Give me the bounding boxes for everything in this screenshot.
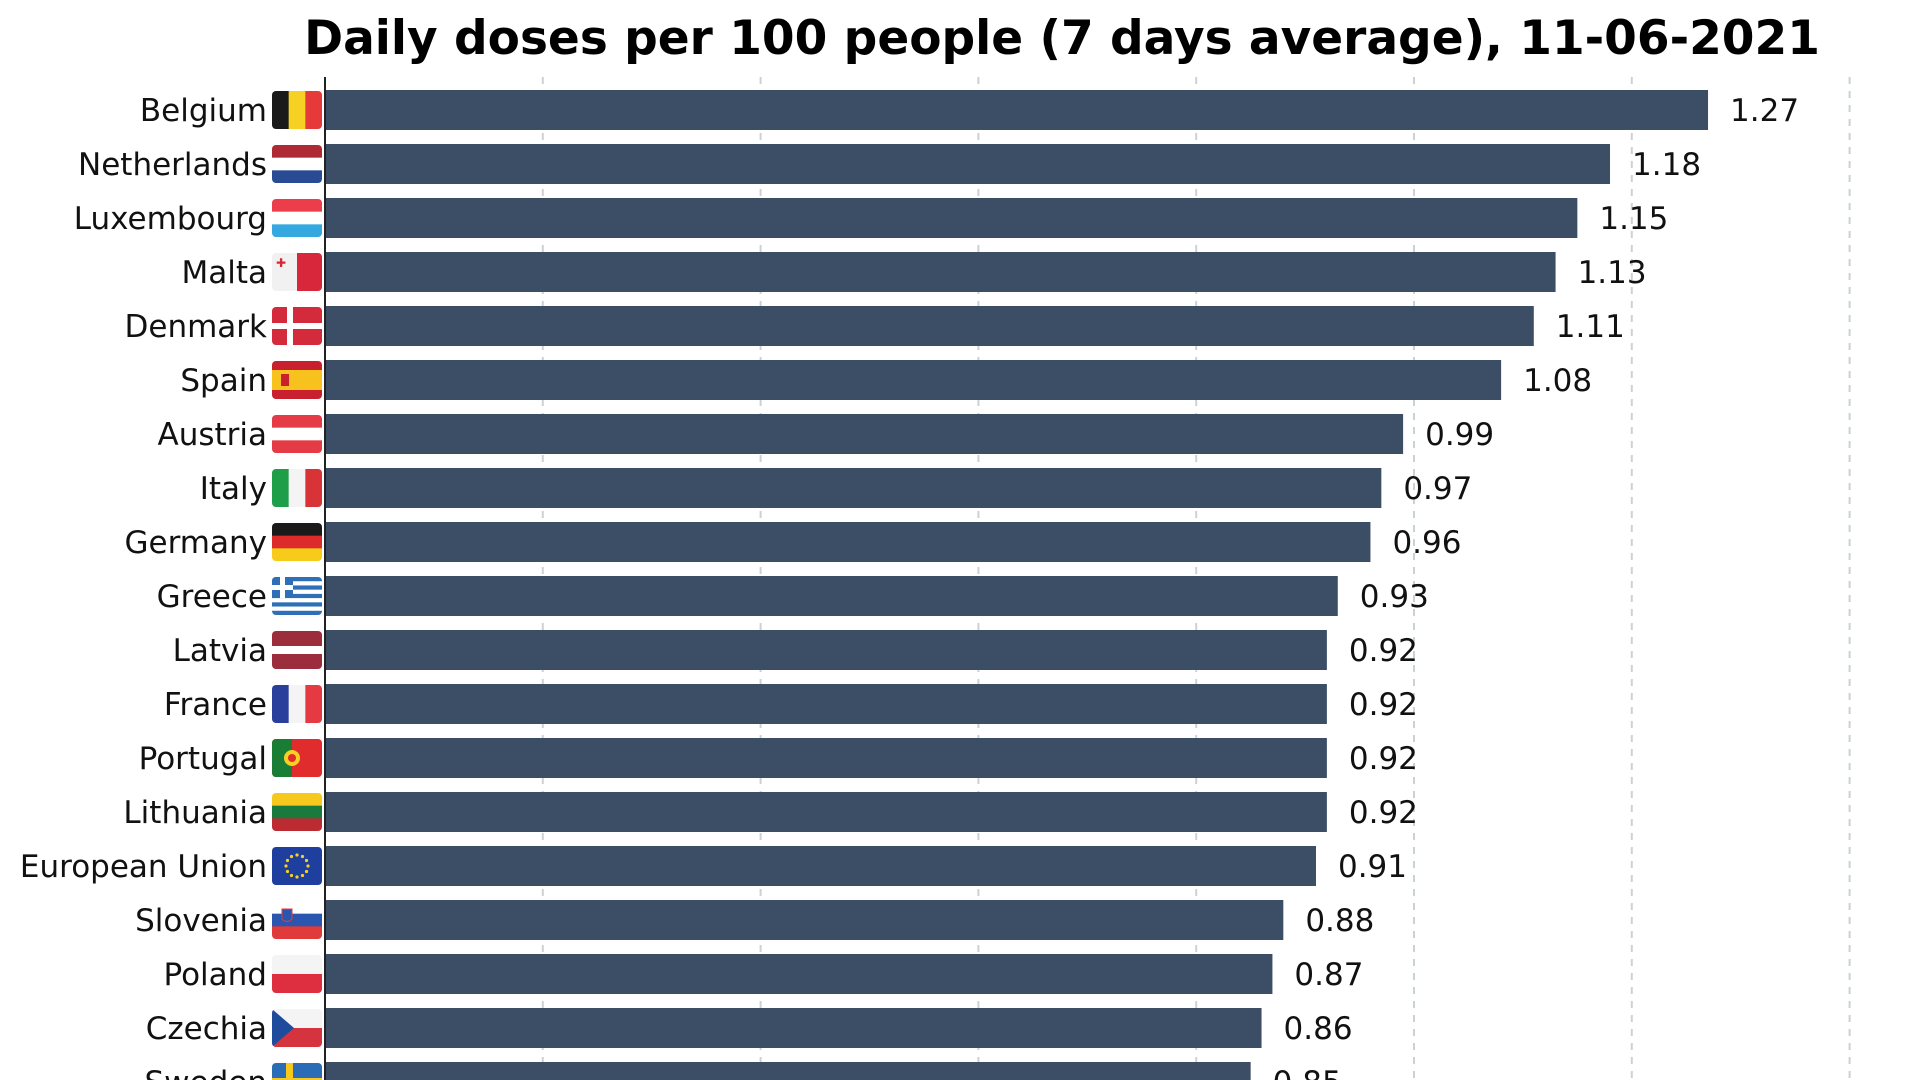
bar-denmark <box>325 306 1534 346</box>
bar-austria <box>325 414 1404 454</box>
flag-netherlands-icon <box>272 145 322 183</box>
flag-austria-icon <box>272 415 322 453</box>
category-label-european-union: European Union <box>20 849 267 885</box>
bar-france <box>325 684 1327 724</box>
bar-spain <box>325 360 1502 400</box>
value-label-poland: 0.87 <box>1294 957 1363 993</box>
value-label-sweden: 0.85 <box>1273 1065 1342 1080</box>
category-label-spain: Spain <box>180 363 267 399</box>
flag-italy-icon <box>272 469 322 507</box>
flag-germany-icon <box>272 523 322 561</box>
category-label-germany: Germany <box>125 525 267 561</box>
bar-netherlands <box>325 144 1611 184</box>
value-label-slovenia: 0.88 <box>1305 903 1374 939</box>
bar-portugal <box>325 738 1327 778</box>
bar-italy <box>325 468 1382 508</box>
value-label-netherlands: 1.18 <box>1632 147 1701 183</box>
category-label-netherlands: Netherlands <box>78 147 267 183</box>
category-label-denmark: Denmark <box>125 309 268 345</box>
bar-germany <box>325 522 1371 562</box>
value-label-czechia: 0.86 <box>1284 1011 1353 1047</box>
category-label-portugal: Portugal <box>139 741 267 777</box>
value-label-belgium: 1.27 <box>1730 93 1799 129</box>
flag-czechia-icon <box>272 1009 322 1047</box>
bar-latvia <box>325 630 1327 670</box>
category-label-belgium: Belgium <box>140 93 267 129</box>
flag-european-union-icon <box>272 847 322 885</box>
value-label-lithuania: 0.92 <box>1349 795 1418 831</box>
flag-poland-icon <box>272 955 322 993</box>
chart-title: Daily doses per 100 people (7 days avera… <box>304 11 1820 66</box>
bar-lithuania <box>325 792 1327 832</box>
bar-layer <box>325 90 1709 1080</box>
category-label-greece: Greece <box>157 579 267 615</box>
bar-malta <box>325 252 1556 292</box>
category-label-luxembourg: Luxembourg <box>74 201 267 237</box>
value-label-portugal: 0.92 <box>1349 741 1418 777</box>
flag-luxembourg-icon <box>272 199 322 237</box>
category-label-malta: Malta <box>181 255 267 291</box>
bar-czechia <box>325 1008 1262 1048</box>
category-label-slovenia: Slovenia <box>135 903 267 939</box>
category-label-austria: Austria <box>157 417 267 453</box>
category-label-sweden: Sweden <box>144 1065 267 1080</box>
category-label-lithuania: Lithuania <box>123 795 267 831</box>
value-label-luxembourg: 1.15 <box>1599 201 1668 237</box>
category-label-france: France <box>164 687 267 723</box>
flag-france-icon <box>272 685 322 723</box>
category-label-italy: Italy <box>200 471 267 507</box>
flag-spain-icon <box>272 361 322 399</box>
value-label-european-union: 0.91 <box>1338 849 1407 885</box>
flag-malta-icon: ✚ <box>272 253 322 291</box>
label-layer: Belgium 1.27 Netherlands 1.18 Luxembourg 1.15… <box>20 93 1799 1080</box>
flag-slovenia-icon <box>272 901 322 939</box>
bar-luxembourg <box>325 198 1578 238</box>
category-label-poland: Poland <box>164 957 268 993</box>
value-label-france: 0.92 <box>1349 687 1418 723</box>
flag-latvia-icon <box>272 631 322 669</box>
category-label-latvia: Latvia <box>173 633 267 669</box>
flag-denmark-icon <box>272 307 322 345</box>
flag-lithuania-icon <box>272 793 322 831</box>
bar-greece <box>325 576 1338 616</box>
bar-sweden <box>325 1062 1251 1080</box>
value-label-germany: 0.96 <box>1392 525 1461 561</box>
bar-poland <box>325 954 1273 994</box>
bar-slovenia <box>325 900 1284 940</box>
bar-belgium <box>325 90 1709 130</box>
flag-belgium-icon <box>272 91 322 129</box>
bar-european-union <box>325 846 1316 886</box>
value-label-malta: 1.13 <box>1578 255 1647 291</box>
flag-greece-icon <box>272 577 322 615</box>
value-label-greece: 0.93 <box>1360 579 1429 615</box>
value-label-spain: 1.08 <box>1523 363 1592 399</box>
category-label-czechia: Czechia <box>146 1011 267 1047</box>
value-label-austria: 0.99 <box>1425 417 1494 453</box>
value-label-italy: 0.97 <box>1403 471 1472 507</box>
value-label-denmark: 1.11 <box>1556 309 1625 345</box>
flag-portugal-icon <box>272 739 322 777</box>
svg-text:✚: ✚ <box>276 256 286 270</box>
flag-sweden-icon <box>272 1063 322 1080</box>
value-label-latvia: 0.92 <box>1349 633 1418 669</box>
flag-layer: ✚ <box>272 91 322 1080</box>
